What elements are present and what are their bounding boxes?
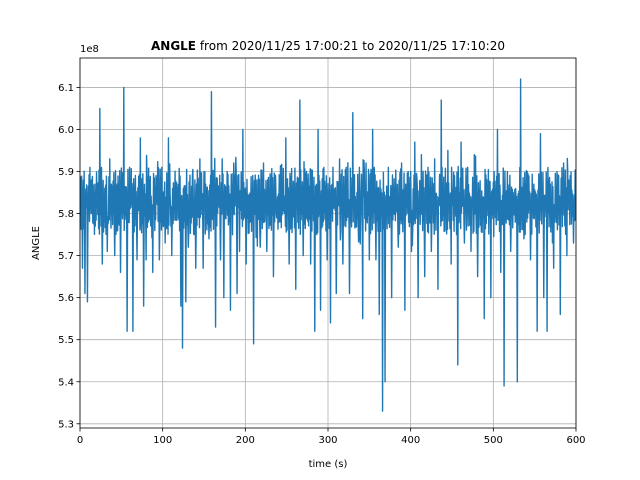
chart-title: ANGLE from 2020/11/25 17:00:21 to 2020/1…: [151, 39, 505, 53]
series-angle: [80, 78, 576, 412]
y-tick-label: 5.7: [58, 251, 74, 262]
y-tick-label: 5.3: [58, 419, 74, 430]
series-angle-line: [80, 78, 576, 412]
x-tick-label: 100: [153, 435, 172, 446]
x-tick-label: 0: [77, 435, 83, 446]
x-tick-label: 200: [236, 435, 255, 446]
y-tick-label: 6.0: [58, 125, 74, 136]
y-axis-label: ANGLE: [31, 226, 42, 260]
y-tick-label: 5.5: [58, 335, 74, 346]
y-tick-label: 6.1: [58, 83, 74, 94]
chart-title-rest: from 2020/11/25 17:00:21 to 2020/11/25 1…: [196, 39, 505, 53]
y-tick-label: 5.4: [58, 377, 74, 388]
y-tick-label: 5.9: [58, 167, 74, 178]
x-tick-label: 500: [484, 435, 503, 446]
chart-title-bold: ANGLE: [151, 39, 196, 53]
y-tick-label: 5.8: [58, 209, 74, 220]
y-offset-label: 1e8: [80, 44, 99, 55]
x-tick-label: 600: [566, 435, 585, 446]
x-axis-label: time (s): [309, 459, 348, 470]
x-axis-ticks: 0 100 200 300 400 500 600: [77, 428, 586, 446]
x-tick-label: 300: [318, 435, 337, 446]
y-tick-label: 5.6: [58, 293, 74, 304]
y-axis-ticks: 5.3 5.4 5.5 5.6 5.7 5.8 5.9 6.0 6.1: [58, 83, 80, 430]
x-tick-label: 400: [401, 435, 420, 446]
